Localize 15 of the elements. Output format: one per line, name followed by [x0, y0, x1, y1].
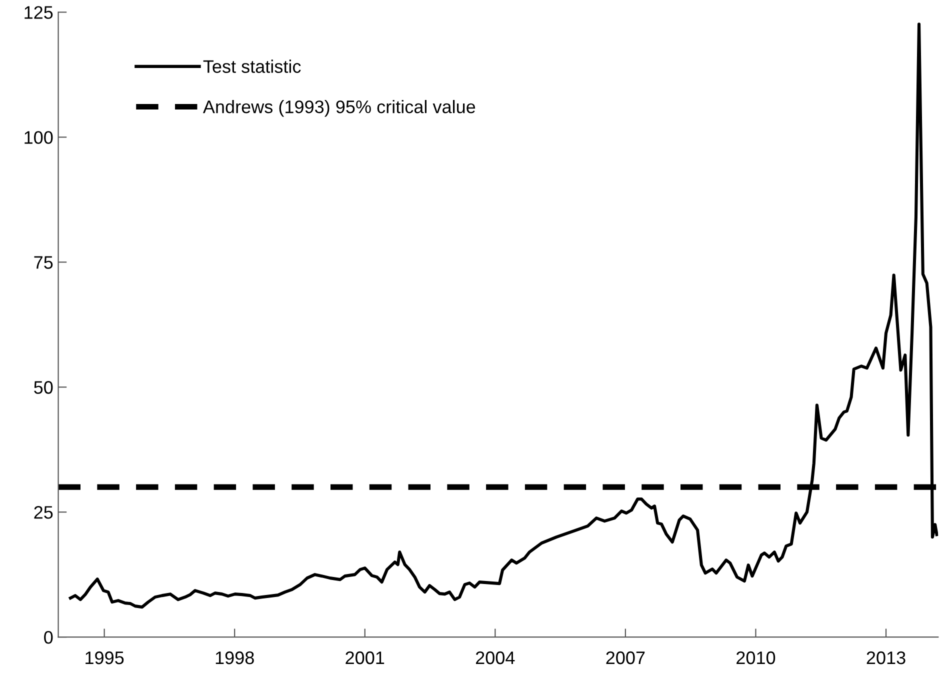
y-tick-label: 100 [24, 131, 53, 144]
y-tick-label: 25 [34, 506, 53, 519]
legend-label: Test statistic [203, 60, 301, 73]
x-tick-label: 2004 [476, 651, 515, 664]
x-tick-label: 2010 [736, 651, 776, 664]
x-tick-label: 2013 [866, 651, 906, 664]
x-tick-label: 2001 [346, 651, 384, 664]
x-tick-label: 1998 [216, 651, 254, 664]
y-tick-label: 75 [34, 256, 53, 269]
y-tick-label: 0 [44, 630, 53, 644]
x-tick-label: 1995 [86, 651, 124, 664]
y-tick-label: 50 [34, 381, 53, 394]
y-tick-label: 125 [24, 6, 53, 19]
x-tick-label: 2007 [606, 651, 645, 664]
legend-label: Andrews (1993) 95% critical value [202, 100, 476, 117]
